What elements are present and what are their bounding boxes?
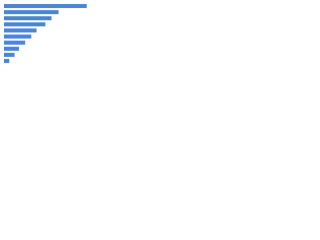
bar: [4, 40, 26, 45]
bar: [4, 22, 46, 27]
bar: [4, 58, 10, 63]
bar: [4, 4, 87, 9]
bar: [4, 16, 52, 21]
page: (() => { const data = JSON.parse(documen…: [0, 0, 100, 71]
bar: [4, 46, 19, 51]
bar: [4, 52, 15, 57]
chart: [0, 0, 100, 71]
bar: [4, 10, 59, 15]
bar: [4, 28, 37, 33]
bar: [4, 34, 32, 39]
